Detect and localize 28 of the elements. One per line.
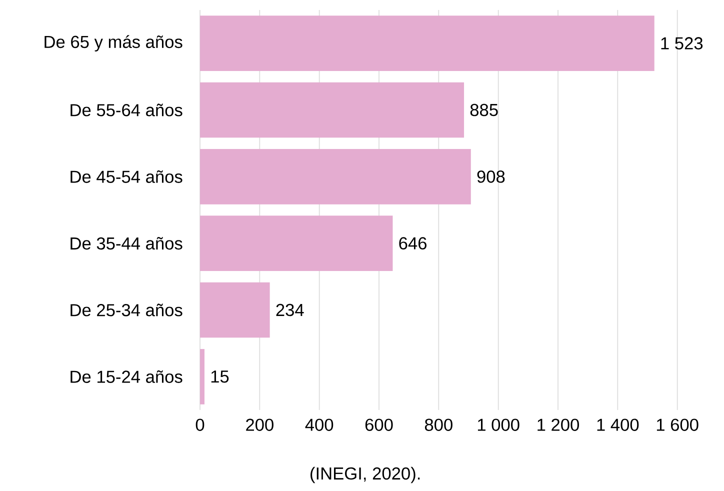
- bar: [200, 148, 471, 204]
- x-tick-label: 1 000: [478, 418, 520, 431]
- data-label: 908: [477, 170, 505, 183]
- y-tick-label: De 15-24 años: [70, 370, 182, 383]
- x-tick-label: 200: [246, 418, 274, 431]
- data-label: 1 523: [661, 37, 703, 50]
- data-label: 15: [211, 370, 229, 383]
- bar: [200, 216, 393, 271]
- y-tick-label: De 65 y más años: [44, 35, 182, 52]
- x-tick-label: 0: [196, 418, 204, 431]
- bar: [200, 16, 654, 71]
- y-tick-label: De 45-54 años: [70, 170, 182, 183]
- x-tick-label: 400: [305, 418, 334, 431]
- y-tick-label: De 35-44 años: [70, 237, 182, 250]
- text: (INEGI, 2020).: [310, 466, 420, 484]
- y-tick-label: De 25-34 años: [70, 304, 182, 316]
- x-tick-label: 1 600: [656, 418, 698, 431]
- bar: [200, 82, 464, 138]
- x-tick-label: 1 200: [538, 418, 579, 431]
- x-tick-label: 1 400: [597, 418, 639, 431]
- x-tick-label: 800: [424, 418, 452, 431]
- y-tick-label: De 55-64 años: [70, 104, 182, 116]
- bar: [200, 348, 204, 404]
- x-tick-label: 600: [365, 418, 393, 431]
- data-label: 234: [276, 304, 304, 316]
- bar: [200, 282, 270, 338]
- data-label: 885: [470, 104, 498, 116]
- data-label: 646: [399, 237, 426, 250]
